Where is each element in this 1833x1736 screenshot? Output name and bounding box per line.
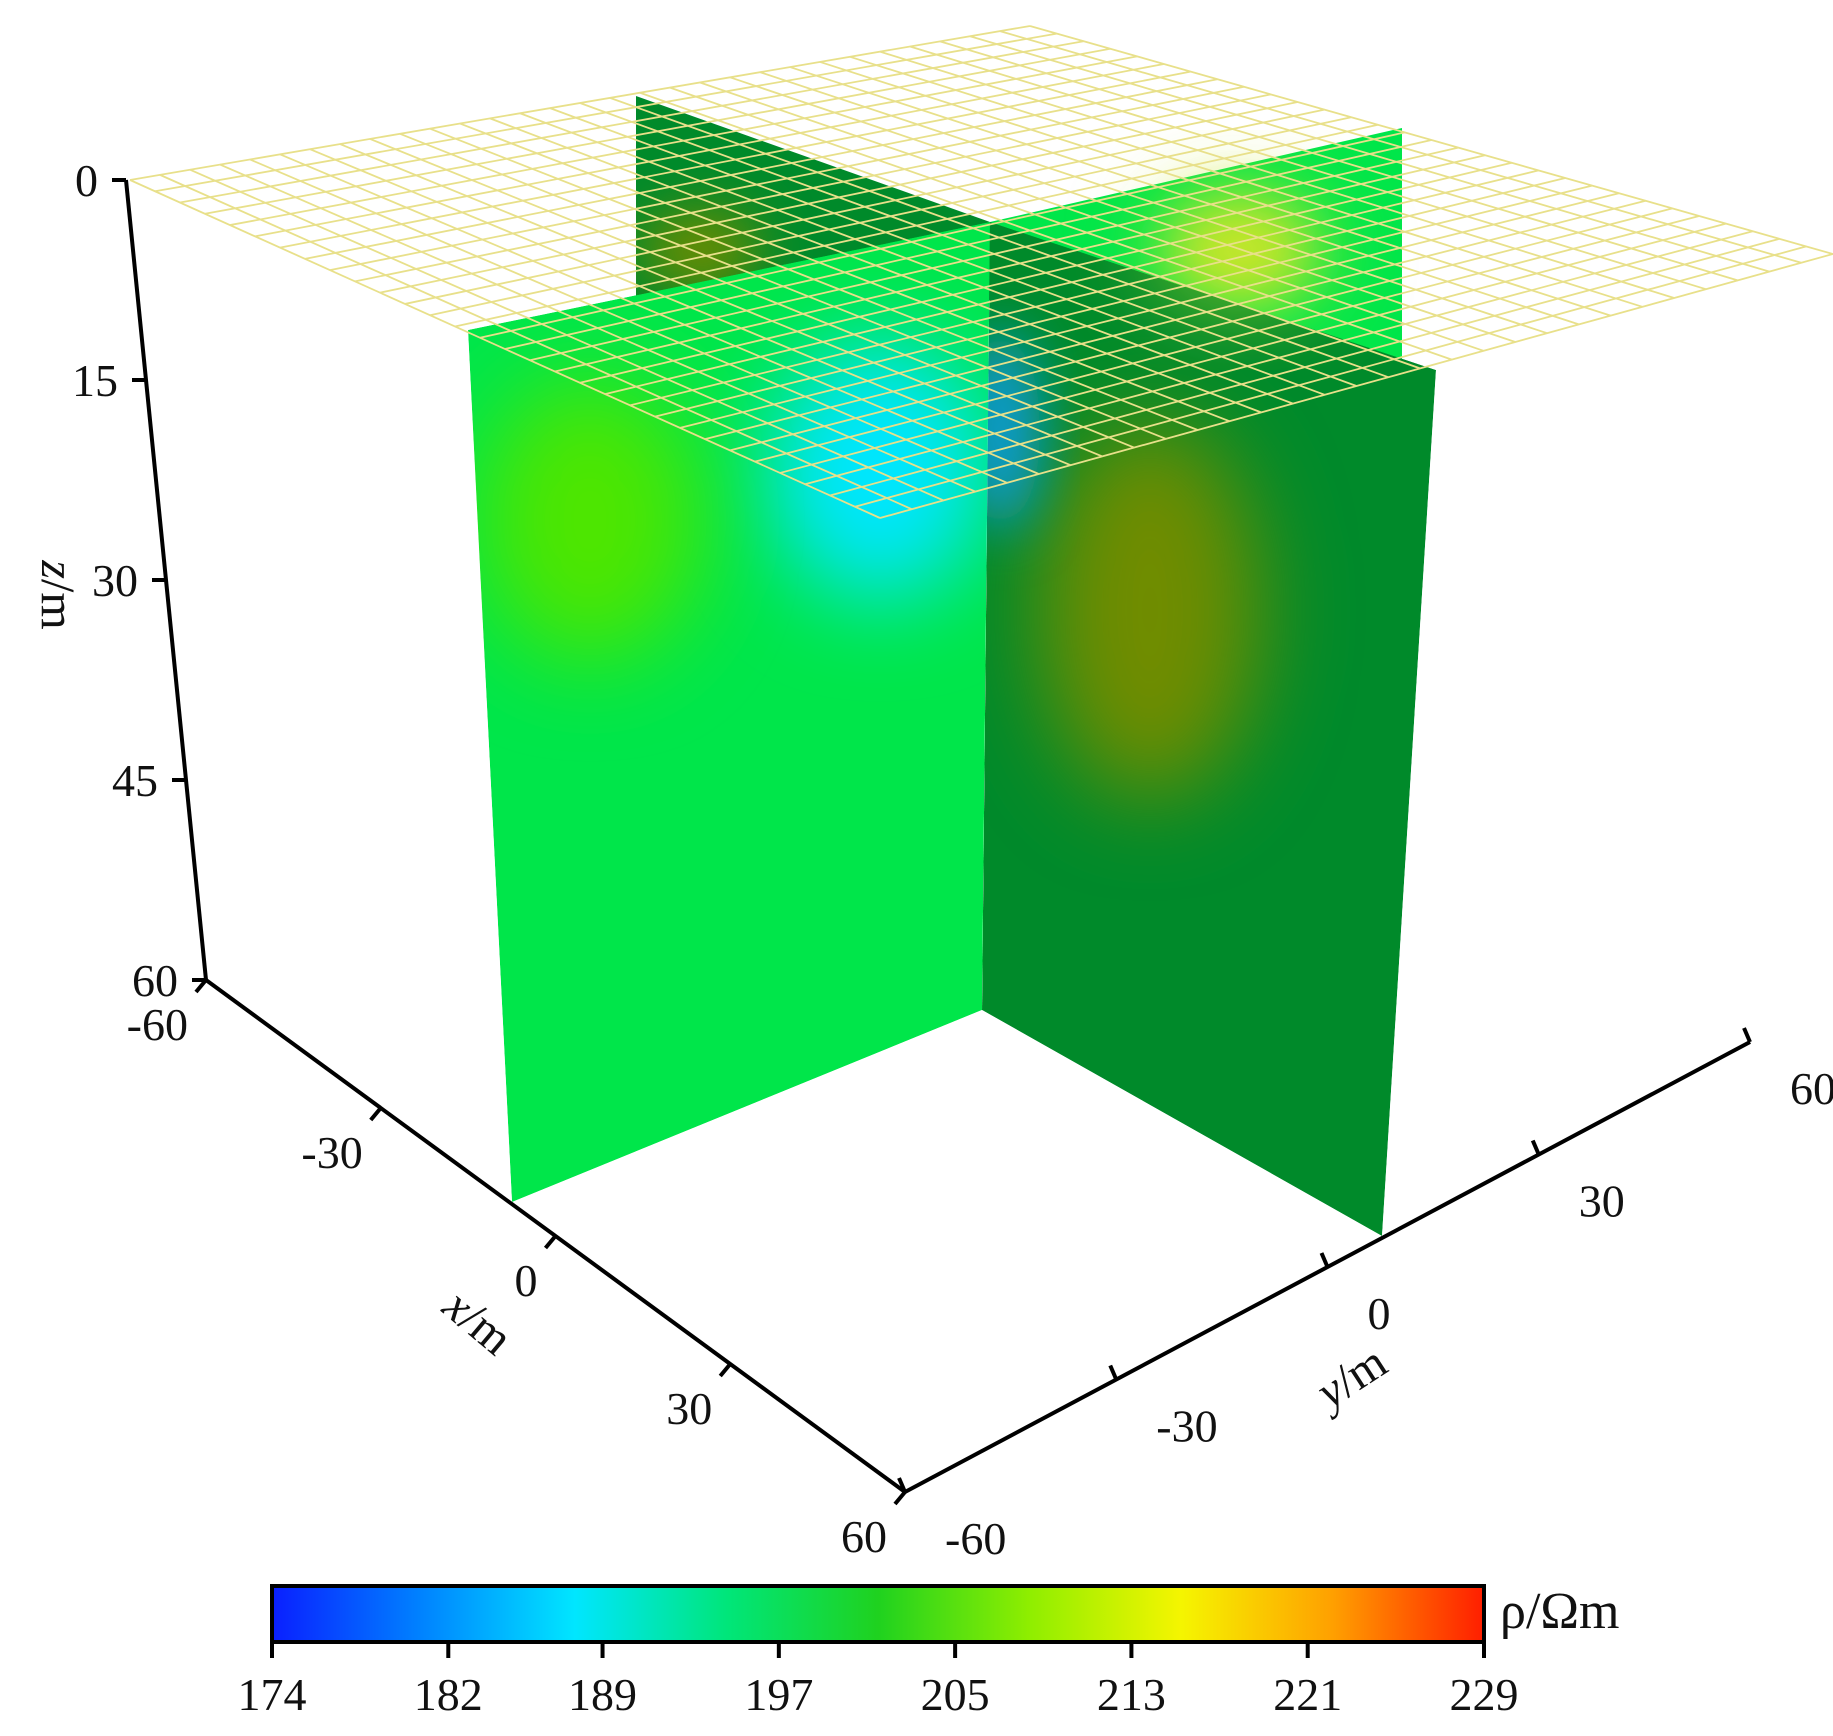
colorbar-tick-label: 197 <box>744 1669 813 1720</box>
x-axis-tick <box>369 1106 383 1122</box>
y-axis-tick-label: -60 <box>945 1513 1006 1564</box>
grid-line <box>804 230 1753 486</box>
slice-xz-back-anomaly <box>640 210 760 290</box>
x-axis-tick <box>893 1490 907 1506</box>
grid-line <box>909 45 1707 291</box>
z-axis-label: z/m <box>31 559 84 629</box>
colorbar: 174 182 189 197 205 213 221 229 ρ/Ωm <box>238 1583 1620 1720</box>
colorbar-tick-label: 213 <box>1097 1669 1166 1720</box>
slices-layer <box>129 25 1833 1236</box>
colorbar-tick-label: 221 <box>1273 1669 1342 1720</box>
z-axis-tick-label: 30 <box>92 555 138 606</box>
z-axis-tick-label: 15 <box>72 355 118 406</box>
y-axis-tick <box>897 1477 907 1493</box>
x-axis-tick-label: 60 <box>841 1511 887 1562</box>
x-axis-tick <box>194 978 208 994</box>
grid-line <box>754 215 1700 463</box>
grid-line <box>969 35 1770 273</box>
colorbar-tick-label: 229 <box>1450 1669 1519 1720</box>
x-axis-tick-label: -60 <box>127 999 188 1050</box>
grid-line <box>939 40 1738 282</box>
slice-xz-front-anomaly-low <box>770 340 990 600</box>
z-axis-label-unit: /m <box>31 579 84 630</box>
colorbar-tick-label: 174 <box>238 1669 307 1720</box>
grid-line <box>854 245 1807 508</box>
y-axis-tick-label: 30 <box>1579 1176 1625 1227</box>
slice-yz-right <box>982 222 1436 1236</box>
y-axis-tick <box>1108 1364 1119 1381</box>
colorbar-ticks: 174 182 189 197 205 213 221 229 <box>238 1642 1519 1720</box>
x-axis-tick-label: 30 <box>666 1383 712 1434</box>
grid-line <box>999 30 1802 264</box>
x-axis-tick-label: -30 <box>301 1127 362 1178</box>
colorbar-tick-label: 189 <box>568 1669 637 1720</box>
z-axis-label-var: z <box>31 559 84 579</box>
x-axis-tick-label: 0 <box>515 1255 538 1306</box>
colorbar-tick-label: 205 <box>921 1669 990 1720</box>
horizontal-grid <box>129 25 1833 519</box>
x-axis-tick <box>718 1362 732 1378</box>
y-axis-label: y/m <box>1303 1335 1396 1421</box>
y-axis-tick <box>1742 1027 1752 1043</box>
y-axis-tick-label: -30 <box>1156 1401 1217 1452</box>
grid-line <box>829 237 1780 497</box>
z-axis-tick-label: 60 <box>132 955 178 1006</box>
colorbar-title: ρ/Ωm <box>1500 1583 1620 1640</box>
z-axis-tick-label: 45 <box>112 755 158 806</box>
slice-yz-right-anomaly <box>1040 420 1260 800</box>
y-axis-ticks: -60 -30 0 30 60 <box>897 1027 1833 1564</box>
x-axis-label: x/m <box>433 1278 523 1366</box>
y-axis-tick-label: 0 <box>1368 1288 1391 1339</box>
slice-xz-front <box>468 222 990 1202</box>
colorbar-tick-label: 182 <box>414 1669 483 1720</box>
z-axis-tick-label: 0 <box>75 155 98 206</box>
x-axis-tick <box>543 1234 558 1250</box>
y-axis-tick <box>1319 1252 1330 1268</box>
grid-line <box>879 253 1833 519</box>
x-axis-ticks: -60 -30 0 30 60 <box>127 978 907 1562</box>
y-axis-tick <box>1530 1139 1541 1156</box>
colorbar-bar <box>270 1584 1486 1644</box>
grid-line <box>1029 25 1833 255</box>
grid-line <box>779 222 1727 474</box>
z-axis-ticks: 0 15 30 45 60 <box>72 155 206 1006</box>
slice-xz-front-anomaly-high <box>480 380 700 660</box>
y-axis-tick-label: 60 <box>1790 1063 1833 1114</box>
